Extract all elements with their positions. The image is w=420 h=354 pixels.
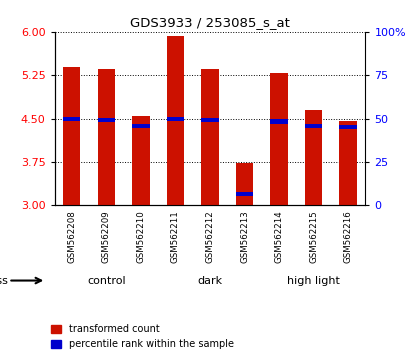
Text: GSM562213: GSM562213 bbox=[240, 210, 249, 263]
Text: GSM562211: GSM562211 bbox=[171, 210, 180, 263]
Bar bbox=[98, 118, 115, 122]
Text: GSM562215: GSM562215 bbox=[309, 210, 318, 263]
Bar bbox=[201, 69, 219, 205]
Bar bbox=[167, 36, 184, 205]
Bar bbox=[132, 116, 150, 205]
Bar bbox=[305, 110, 322, 205]
Bar bbox=[270, 74, 288, 205]
Bar bbox=[305, 124, 322, 128]
Text: GSM562212: GSM562212 bbox=[205, 210, 215, 263]
Title: GDS3933 / 253085_s_at: GDS3933 / 253085_s_at bbox=[130, 16, 290, 29]
Bar bbox=[132, 124, 150, 127]
Bar bbox=[98, 69, 115, 205]
Text: GSM562214: GSM562214 bbox=[275, 210, 284, 263]
Text: GSM562210: GSM562210 bbox=[136, 210, 145, 263]
Bar bbox=[270, 119, 288, 124]
Bar bbox=[236, 192, 253, 196]
Bar bbox=[236, 163, 253, 205]
Text: GSM562209: GSM562209 bbox=[102, 210, 111, 263]
Text: stress: stress bbox=[0, 275, 8, 286]
Text: GSM562216: GSM562216 bbox=[344, 210, 353, 263]
Text: dark: dark bbox=[197, 275, 223, 286]
Text: high light: high light bbox=[287, 275, 340, 286]
Bar bbox=[63, 67, 81, 205]
Bar bbox=[339, 121, 357, 205]
Bar bbox=[167, 116, 184, 121]
Legend: transformed count, percentile rank within the sample: transformed count, percentile rank withi… bbox=[51, 324, 234, 349]
Bar bbox=[63, 116, 81, 121]
Bar bbox=[339, 125, 357, 129]
Text: control: control bbox=[87, 275, 126, 286]
Bar bbox=[201, 118, 219, 122]
Text: GSM562208: GSM562208 bbox=[67, 210, 76, 263]
